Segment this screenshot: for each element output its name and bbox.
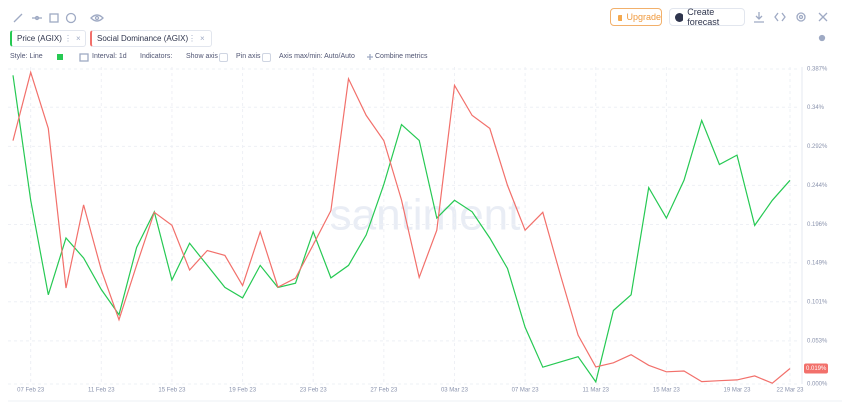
embed-icon[interactable] [774, 11, 786, 23]
x-tick-label: 03 Mar 23 [441, 388, 469, 394]
hline-icon[interactable] [31, 12, 43, 24]
x-tick-label: 15 Feb 23 [158, 388, 186, 394]
x-tick-label: 11 Mar 23 [582, 388, 609, 394]
menu-dots[interactable]: ⋮ [188, 34, 196, 43]
metric-chip[interactable]: Price (AGIX) ⋮ × [10, 30, 86, 47]
download-icon[interactable] [753, 11, 765, 23]
forecast-label: Create forecast [687, 7, 720, 27]
close-icon[interactable] [817, 11, 829, 23]
remove-metric[interactable]: × [76, 34, 81, 43]
metric-label: Price (AGIX) [17, 34, 62, 43]
interval-icon [79, 53, 89, 62]
x-tick-label: 22 Mar 23 [776, 388, 804, 394]
y-tick-label: 0.101% [807, 299, 828, 305]
value-label: 0.019% [806, 366, 827, 372]
forecast-button[interactable]: Create forecast [669, 7, 745, 27]
y-tick-label: 0.149% [807, 260, 828, 266]
series-line [12, 70, 791, 384]
value-badge: 0.019% [804, 363, 828, 374]
show-axis-label: Show axis [186, 53, 218, 60]
y-tick-label: 0.244% [807, 183, 828, 189]
plus-icon [367, 54, 373, 60]
crown-icon [618, 14, 623, 21]
pin-axis-label: Pin axis [236, 53, 261, 60]
x-tick-label: 27 Feb 23 [370, 388, 398, 394]
y-tick-label: 0.387% [807, 67, 828, 73]
upgrade-label: Upgrade [626, 12, 661, 22]
menu-dots[interactable]: ⋮ [64, 34, 72, 43]
x-tick-label: 07 Feb 23 [17, 388, 45, 394]
color-swatch[interactable] [57, 54, 63, 60]
remove-metric[interactable]: × [200, 34, 205, 43]
badge-bg [804, 363, 828, 374]
series-line [12, 75, 791, 384]
metric-chip[interactable]: Social Dominance (AGIX) ⋮ × [90, 30, 212, 47]
y-tick-label: 0.000% [807, 382, 828, 388]
theme-icon[interactable] [817, 33, 827, 43]
y-tick-label: 0.053% [807, 338, 828, 344]
y-tick-label: 0.196% [807, 222, 828, 228]
style-setting[interactable]: Style: Line [10, 53, 43, 60]
eye-icon[interactable] [90, 12, 104, 24]
x-tick-label: 15 Mar 23 [653, 388, 681, 394]
x-tick-label: 07 Mar 23 [512, 388, 540, 394]
x-tick-label: 19 Mar 23 [724, 388, 752, 394]
y-tick-label: 0.34% [807, 105, 825, 111]
x-tick-label: 19 Feb 23 [229, 388, 257, 394]
emoji-icon[interactable] [65, 12, 77, 24]
note-icon[interactable] [48, 12, 60, 24]
y-tick-label: 0.292% [807, 144, 828, 150]
settings-icon[interactable] [795, 11, 807, 23]
upgrade-button[interactable]: Upgrade [610, 8, 662, 26]
interval-setting[interactable]: Interval: 1d [92, 53, 127, 60]
indicators-setting[interactable]: Indicators: [140, 53, 173, 60]
combine-metrics[interactable]: Combine metrics [375, 53, 428, 60]
x-tick-label: 11 Feb 23 [88, 388, 115, 394]
watermark: santiment [330, 191, 521, 240]
metric-label: Social Dominance (AGIX) [97, 34, 189, 43]
axis-maxmin-setting[interactable]: Axis max/min: Auto/Auto [279, 53, 355, 60]
show-axis-checkbox[interactable] [219, 53, 228, 62]
draw-icon[interactable] [12, 12, 24, 24]
x-tick-label: 23 Feb 23 [300, 388, 328, 394]
pin-axis-checkbox[interactable] [262, 53, 271, 62]
forecast-icon [675, 12, 684, 22]
